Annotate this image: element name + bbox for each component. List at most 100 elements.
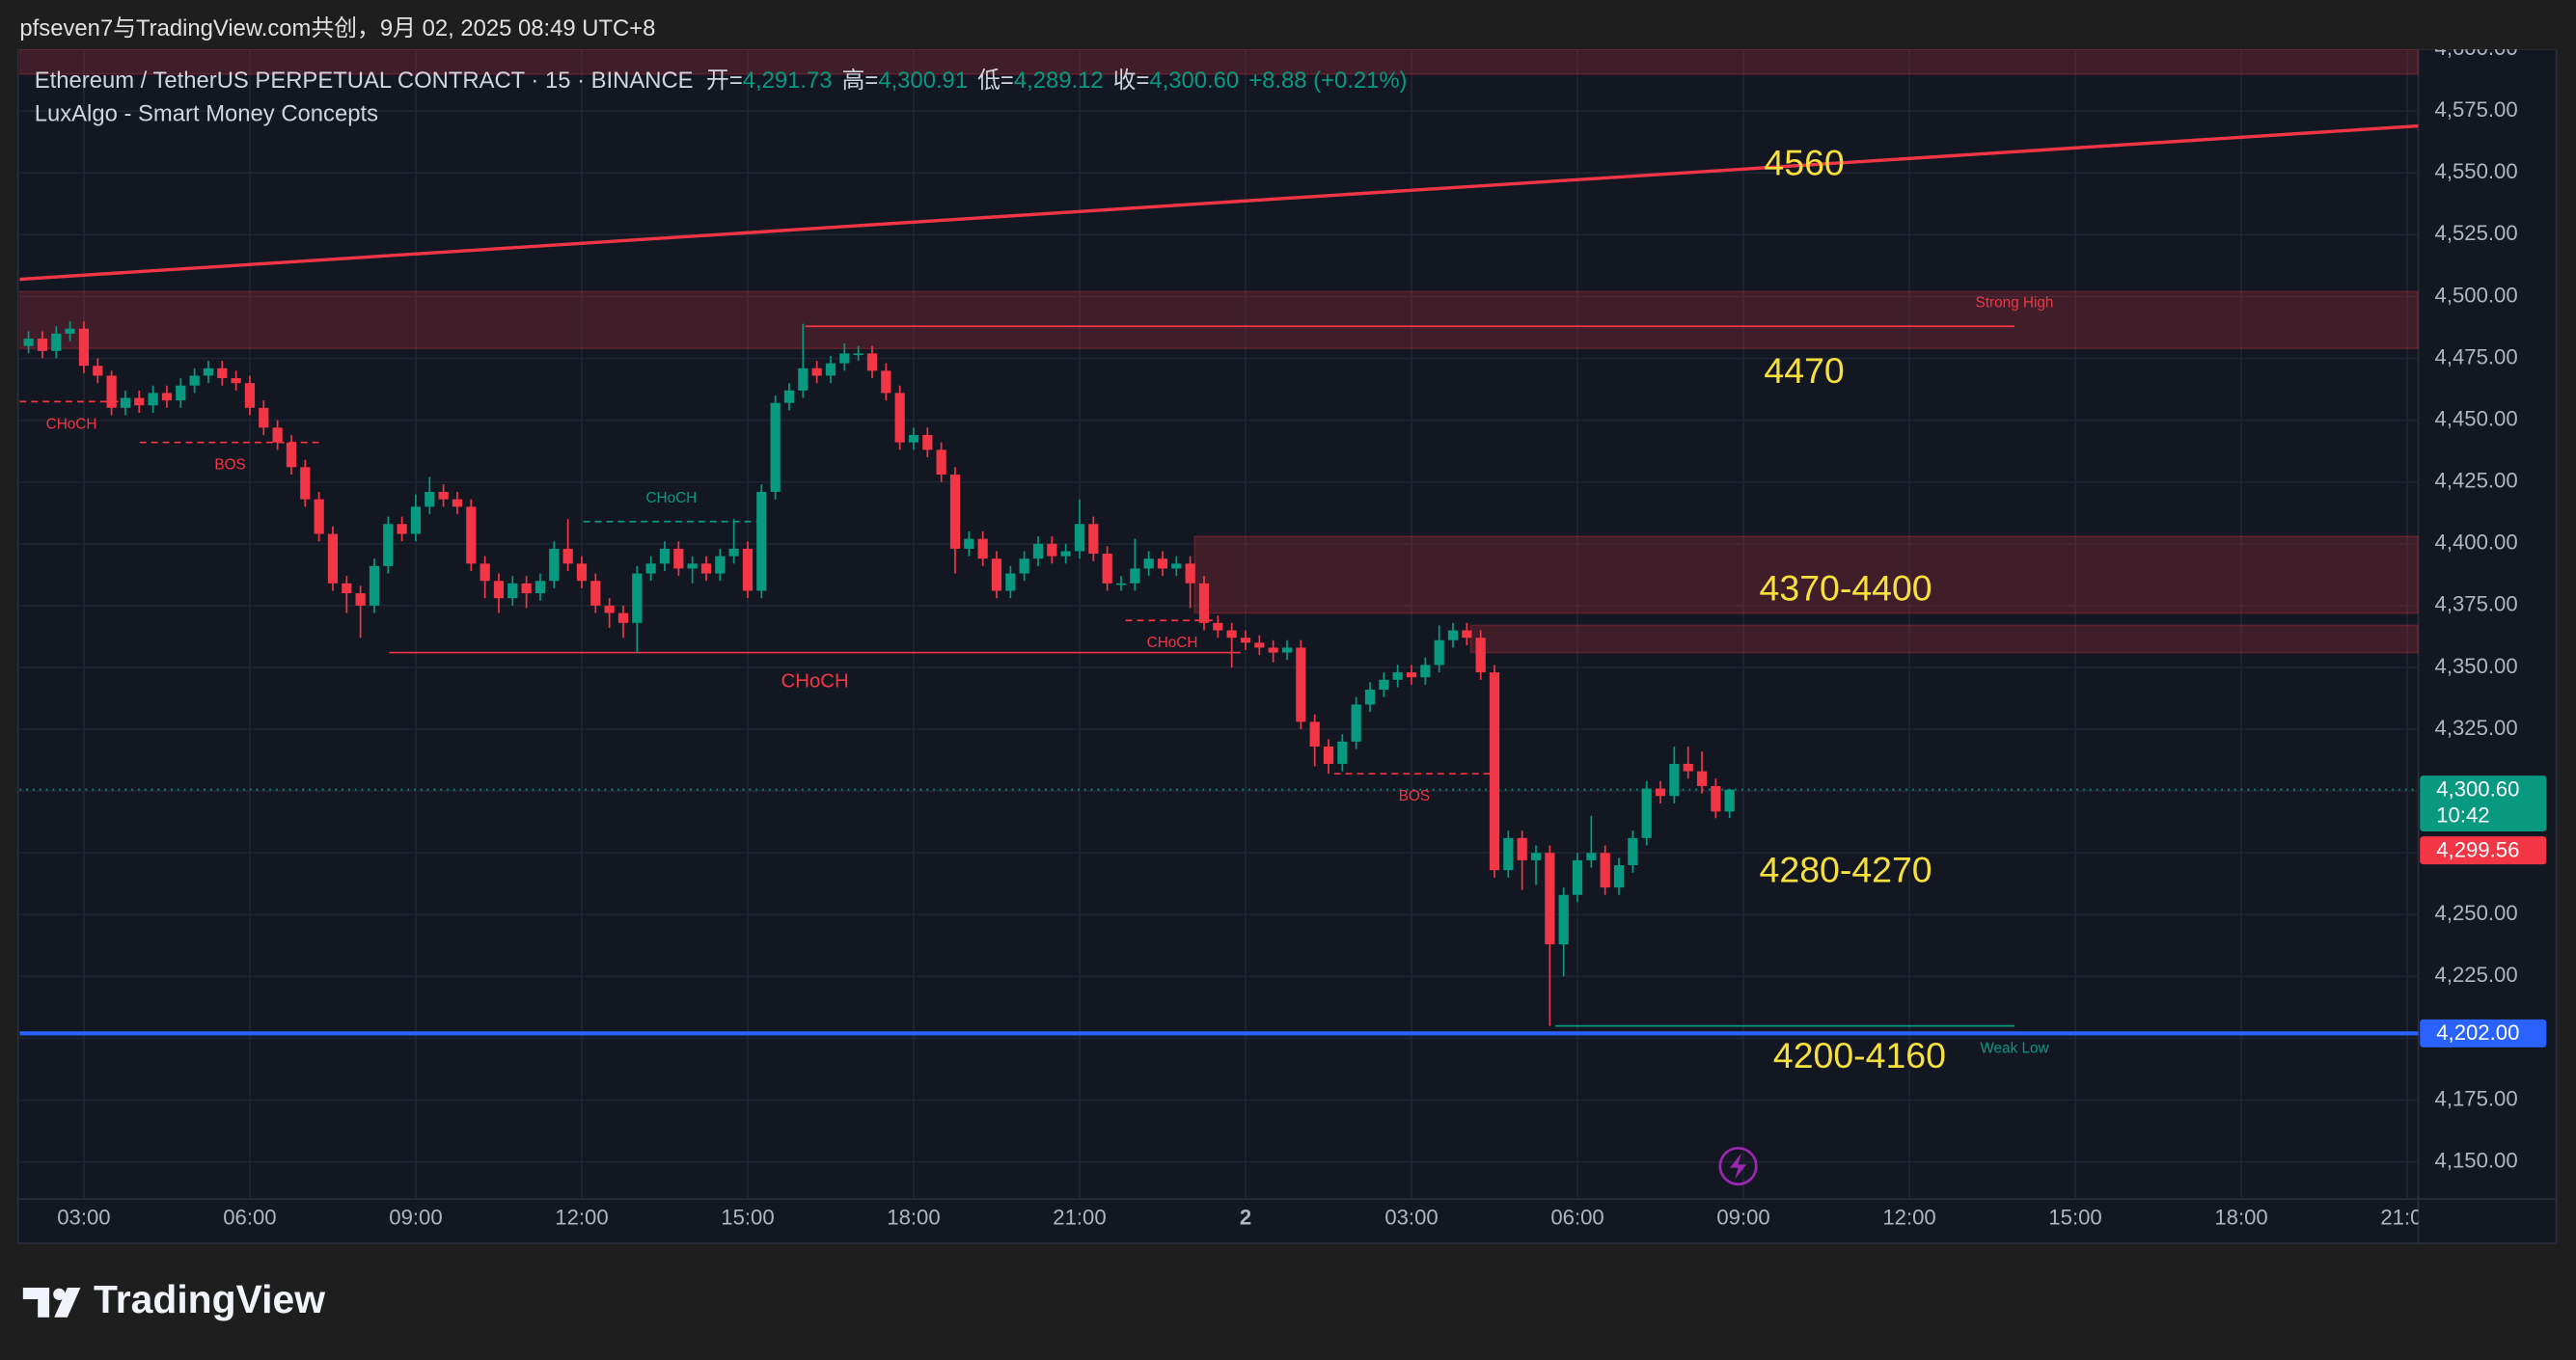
candle-body: [1226, 630, 1237, 639]
candle-body: [881, 370, 891, 394]
candle-body: [811, 367, 822, 376]
candle-body: [1600, 853, 1610, 888]
candle-body: [1586, 853, 1597, 860]
order-block-zone: [1193, 535, 2419, 614]
candle-body: [894, 393, 905, 443]
x-tick-label: 18:00: [887, 1205, 940, 1229]
candle-body: [1281, 647, 1293, 653]
candle-body: [908, 435, 919, 443]
candle-body: [1157, 558, 1168, 569]
candle-body: [756, 491, 767, 591]
order-block-zone: [19, 290, 2419, 350]
x-tick-label: 03:00: [57, 1205, 110, 1229]
open-label: 开=: [706, 68, 743, 94]
candle-body: [590, 581, 601, 606]
y-tick-label: 4,225.00: [2435, 963, 2518, 987]
y-tick-label: 4,150.00: [2435, 1148, 2518, 1172]
candle-body: [632, 573, 643, 623]
candle-body: [770, 402, 781, 492]
candle-body: [562, 548, 573, 564]
candle-body: [203, 367, 214, 376]
candle-body: [1572, 859, 1583, 895]
structure-label: BOS: [214, 457, 245, 474]
candle-body: [1462, 630, 1472, 639]
candle-body: [783, 390, 795, 403]
candle-body: [244, 383, 256, 408]
candle-body: [922, 435, 933, 450]
candle-body: [1130, 568, 1140, 584]
x-tick-label: 2: [1240, 1205, 1251, 1229]
candle-body: [148, 393, 158, 406]
candle-body: [1406, 672, 1417, 678]
indicator-legend: LuxAlgo - Smart Money Concepts: [35, 101, 378, 127]
candle-body: [1613, 865, 1625, 888]
structure-label: CHoCH: [1147, 635, 1198, 651]
low-value: 4,289.12: [1014, 68, 1104, 94]
candle-body: [1143, 558, 1154, 569]
candle-body: [176, 385, 186, 401]
candle-body: [700, 563, 712, 574]
candle-body: [1517, 837, 1527, 860]
candle-body: [742, 548, 754, 591]
candle-body: [369, 565, 380, 606]
alert-icon[interactable]: [1718, 1146, 1758, 1186]
symbol-legend: Ethereum / TetherUS PERPETUAL CONTRACT ·…: [35, 68, 1408, 94]
candle-body: [1074, 524, 1085, 552]
candle-body: [480, 563, 490, 582]
y-tick-label: 4,450.00: [2435, 406, 2518, 430]
candle-body: [1198, 583, 1210, 623]
x-tick-label: 09:00: [389, 1205, 442, 1229]
candle-body: [866, 353, 878, 371]
candle-body: [1047, 543, 1057, 557]
y-tick-label: 4,550.00: [2435, 159, 2518, 183]
x-tick-label: 18:00: [2214, 1205, 2267, 1229]
candle-body: [231, 378, 241, 384]
candle-body: [425, 491, 435, 507]
candle-body: [1696, 771, 1708, 787]
candle-body: [1475, 638, 1486, 673]
structure-label: CHoCH: [645, 490, 697, 506]
candle-body: [534, 581, 546, 594]
candle-body: [466, 506, 477, 564]
annotation: 4560: [1764, 142, 1844, 182]
candle-body: [134, 397, 145, 406]
candle-body: [78, 328, 90, 367]
candle-body: [1351, 704, 1361, 742]
price-tag-label: 4,299.56: [2436, 837, 2519, 861]
candle-body: [314, 499, 324, 534]
y-tick-label: 4,525.00: [2435, 221, 2518, 245]
candle-body: [327, 533, 339, 584]
y-tick-label: 4,400.00: [2435, 530, 2518, 555]
candle-body: [189, 375, 200, 386]
candle-body: [949, 475, 961, 549]
candle-body: [1434, 639, 1444, 666]
low-label: 低=: [977, 68, 1014, 94]
x-tick-label: 15:00: [2048, 1205, 2101, 1229]
candle-body: [1420, 665, 1431, 678]
annotation: 4470: [1764, 350, 1844, 391]
price-tag: [2420, 1019, 2547, 1047]
x-tick-label: 09:00: [1716, 1205, 1769, 1229]
candle-body: [51, 333, 62, 351]
candle-body: [1669, 763, 1680, 797]
candle-body: [1379, 679, 1389, 691]
candle-body: [286, 442, 297, 468]
annotation: 4370-4400: [1760, 567, 1932, 608]
candle-body: [1683, 763, 1693, 772]
candle-body: [1337, 741, 1348, 764]
y-tick-label: 4,575.00: [2435, 97, 2518, 122]
candle-body: [1503, 837, 1514, 871]
x-tick-label: 12:00: [555, 1205, 608, 1229]
x-tick-label: 12:00: [1882, 1205, 1935, 1229]
candle-body: [1213, 622, 1223, 631]
x-tick-label: 06:00: [1550, 1205, 1603, 1229]
top-bar: [0, 0, 2576, 50]
candle-body: [1655, 788, 1666, 797]
order-block-zone: [19, 49, 2419, 75]
structure-label: Strong High: [1976, 294, 2054, 311]
candle-body: [161, 393, 173, 401]
candle-body: [1032, 543, 1044, 559]
candle-body: [383, 524, 394, 566]
candle-body: [1060, 551, 1071, 557]
